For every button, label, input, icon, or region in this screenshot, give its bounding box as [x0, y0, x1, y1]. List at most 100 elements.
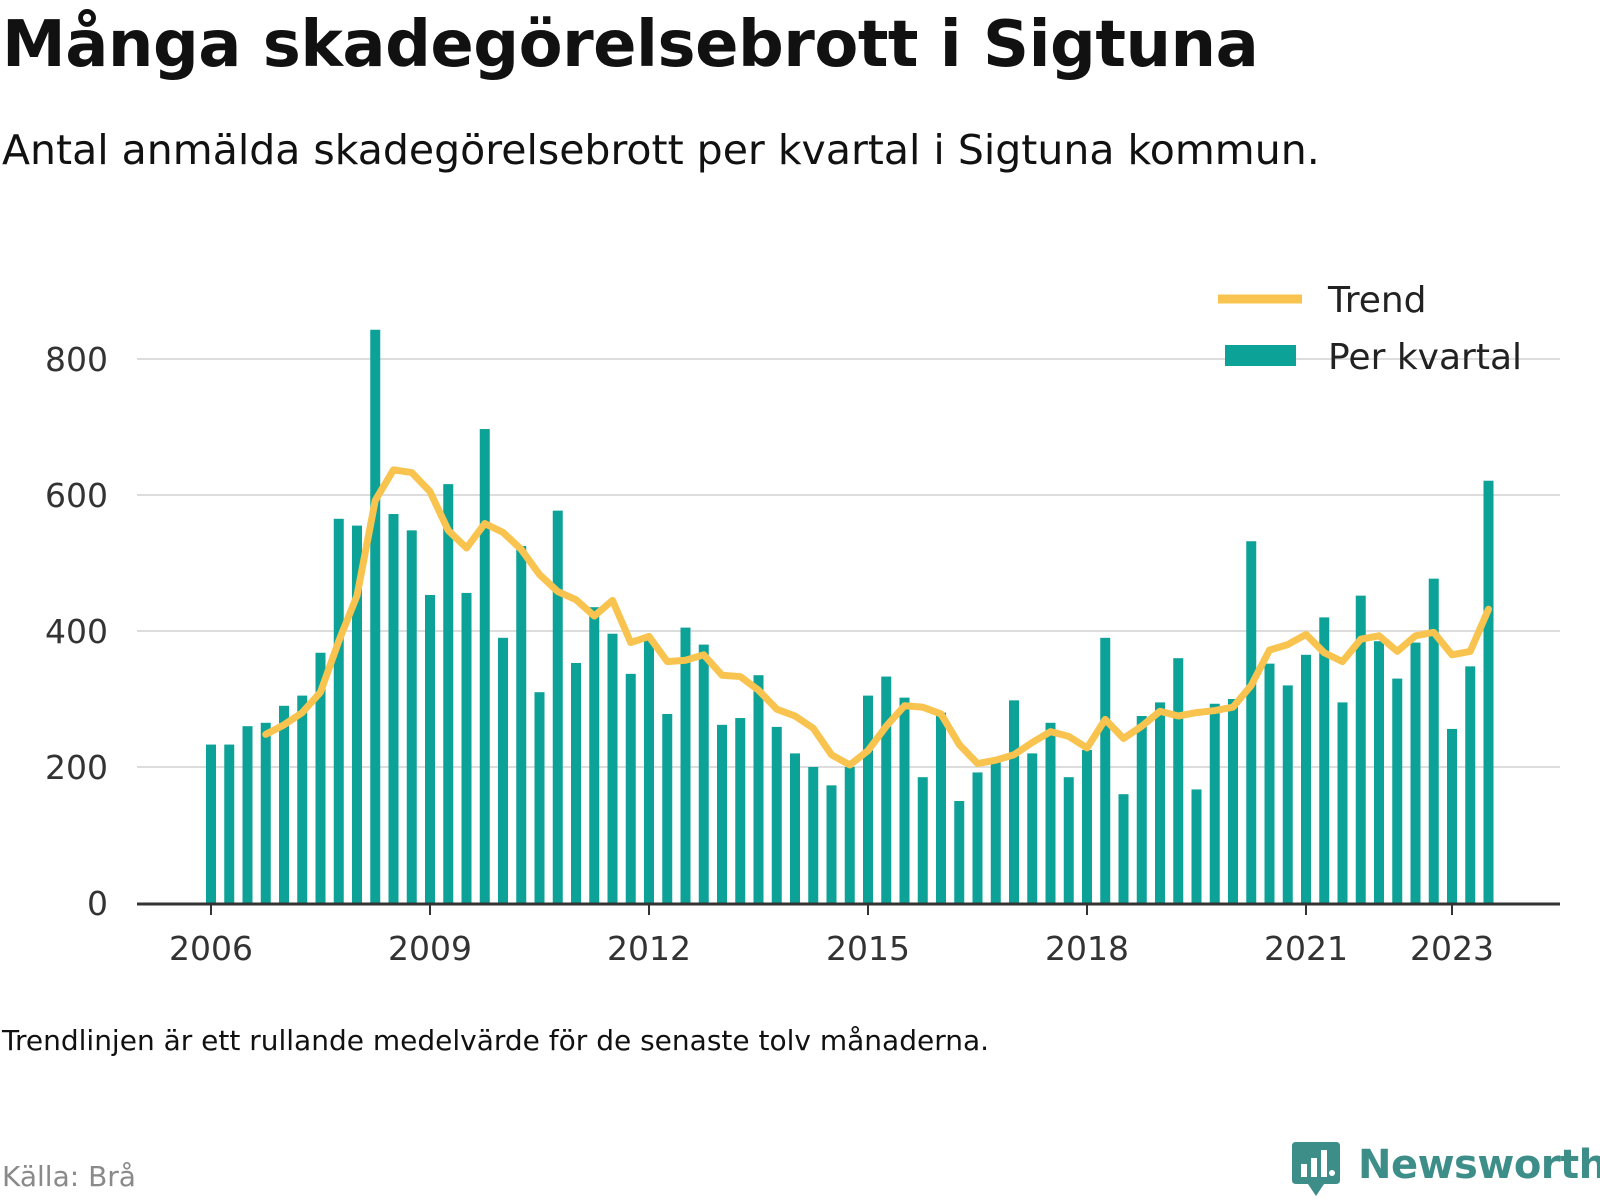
bar [625, 673, 636, 903]
bar [753, 675, 764, 903]
bar [790, 753, 800, 903]
x-tick-label: 2023 [1410, 929, 1494, 968]
bar [1191, 789, 1202, 903]
bar [552, 510, 563, 903]
axes: 2006 2009 2012 2015 2018 2021 2023 [137, 902, 1560, 968]
y-tick-label: 600 [45, 476, 108, 515]
bar [1009, 700, 1019, 903]
bar [1337, 702, 1348, 903]
bar [1082, 750, 1092, 903]
bar [370, 329, 381, 903]
bar [1410, 642, 1421, 903]
bar [1428, 578, 1439, 903]
bar [1301, 654, 1311, 903]
bar [1465, 666, 1476, 903]
chart-subtitle: Antal anmälda skadegörelsebrott per kvar… [2, 126, 1320, 174]
bar [607, 633, 618, 903]
bar [863, 695, 873, 903]
brand-name: Newsworthy [1358, 1142, 1600, 1188]
gridlines: 0 200 400 600 800 [45, 340, 1560, 923]
bar [279, 705, 289, 903]
y-tick-label: 400 [45, 612, 108, 651]
newsworthy-logo-icon [1292, 1142, 1340, 1196]
bar [1136, 716, 1147, 903]
bar [571, 662, 581, 903]
bar [425, 594, 435, 903]
bar [1209, 703, 1220, 903]
legend: Trend Per kvartal [1218, 280, 1522, 378]
x-tick-label: 2021 [1264, 929, 1348, 968]
bar [1282, 685, 1293, 903]
bar [388, 514, 399, 903]
bar [461, 592, 472, 903]
chart-title: Många skadegörelsebrott i Sigtuna [2, 8, 1259, 82]
brand-logo[interactable]: Newsworthy [1290, 1138, 1600, 1200]
legend-bars-swatch [1225, 345, 1296, 366]
source-label: Källa: Brå [2, 1160, 136, 1193]
bar [899, 697, 910, 903]
bar [297, 695, 308, 903]
y-tick-label: 200 [45, 748, 108, 787]
x-tick-label: 2009 [388, 929, 472, 968]
bar [406, 530, 417, 903]
trend-line [262, 466, 1492, 769]
legend-trend-label: Trend [1327, 280, 1427, 321]
bar [826, 785, 837, 903]
x-tick-label: 2015 [826, 929, 910, 968]
bar [1173, 658, 1184, 903]
bar [242, 726, 253, 903]
bar [680, 627, 691, 903]
bar [333, 518, 344, 903]
bar [954, 801, 965, 903]
bar [1319, 617, 1330, 903]
bar [771, 726, 782, 903]
bar [1355, 595, 1366, 903]
footnote: Trendlinjen är ett rullande medelvärde f… [2, 1024, 990, 1057]
bar [1374, 641, 1384, 903]
bar [1100, 637, 1111, 903]
bar [644, 637, 654, 903]
x-tick-label: 2018 [1045, 929, 1129, 968]
bar [1045, 722, 1056, 903]
bar [990, 760, 1001, 903]
bar-series [206, 329, 1494, 903]
bar [1447, 728, 1457, 903]
bar [206, 744, 216, 903]
bar [936, 712, 946, 903]
legend-bars-label: Per kvartal [1328, 337, 1522, 378]
bar [735, 718, 746, 903]
x-tick-label: 2012 [607, 929, 691, 968]
bar [589, 607, 600, 903]
bar [1228, 699, 1238, 903]
bar [717, 724, 727, 903]
bar [972, 772, 983, 903]
bar [260, 722, 271, 903]
bar [662, 713, 673, 903]
bar [1118, 794, 1129, 903]
y-tick-label: 800 [45, 340, 108, 379]
trend-series [262, 466, 1492, 769]
bar [698, 644, 709, 903]
bar [224, 744, 235, 903]
bar [917, 777, 928, 903]
bar [1392, 678, 1403, 903]
bar [1063, 777, 1074, 903]
bar [516, 546, 527, 903]
bar [443, 484, 454, 903]
bar [1246, 541, 1257, 903]
bar [881, 676, 892, 903]
bar [315, 652, 326, 903]
bar [1264, 663, 1275, 903]
bar [808, 767, 819, 903]
x-tick-label: 2006 [169, 929, 253, 968]
bar [1027, 753, 1038, 903]
bar [498, 637, 508, 903]
bar [1155, 702, 1165, 903]
bar [1483, 480, 1494, 903]
bar [844, 767, 855, 903]
bar [479, 429, 490, 903]
bar [534, 692, 545, 903]
y-tick-label: 0 [87, 884, 108, 923]
bar [352, 525, 362, 903]
